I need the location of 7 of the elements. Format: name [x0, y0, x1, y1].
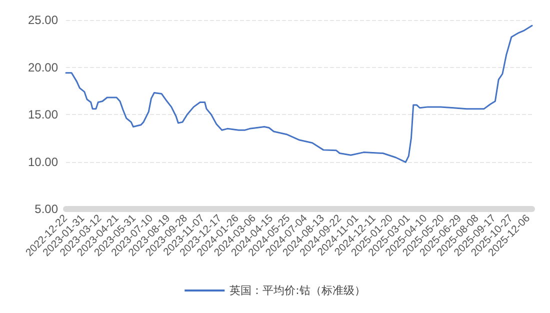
y-tick-label: 15.00	[28, 108, 58, 122]
y-tick-label: 20.00	[28, 60, 58, 74]
y-tick-label: 10.00	[28, 154, 58, 169]
legend-label: 英国：平均价:钴（标准级）	[230, 284, 366, 297]
line-series	[65, 24, 533, 163]
y-tick-label: 25.00	[28, 13, 58, 27]
y-tick-label: 5.00	[34, 202, 58, 216]
